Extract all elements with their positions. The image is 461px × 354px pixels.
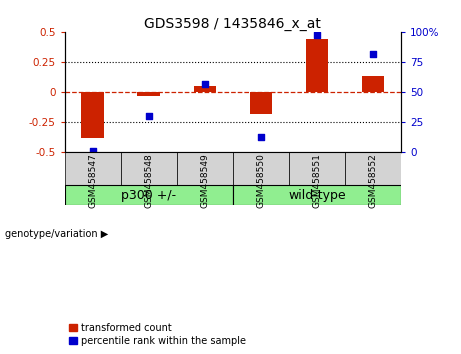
Point xyxy=(145,113,152,119)
Text: GSM458548: GSM458548 xyxy=(144,153,153,208)
Bar xyxy=(65,185,233,205)
Point xyxy=(313,33,321,38)
Text: GSM458552: GSM458552 xyxy=(368,153,378,208)
Bar xyxy=(82,92,104,138)
Bar xyxy=(177,152,233,185)
Bar xyxy=(306,39,328,92)
Title: GDS3598 / 1435846_x_at: GDS3598 / 1435846_x_at xyxy=(144,17,321,31)
Point xyxy=(201,81,208,86)
Bar xyxy=(233,152,289,185)
Point xyxy=(89,148,96,154)
Bar xyxy=(362,76,384,92)
Bar xyxy=(194,86,216,92)
Bar xyxy=(121,152,177,185)
Text: GSM458550: GSM458550 xyxy=(256,153,266,208)
Bar xyxy=(233,185,401,205)
Text: GSM458551: GSM458551 xyxy=(313,153,321,208)
Text: GSM458547: GSM458547 xyxy=(88,153,97,208)
Text: p300 +/-: p300 +/- xyxy=(121,189,176,202)
Legend: transformed count, percentile rank within the sample: transformed count, percentile rank withi… xyxy=(70,323,246,346)
Text: GSM458549: GSM458549 xyxy=(200,153,209,208)
Bar xyxy=(137,92,160,96)
Bar xyxy=(289,152,345,185)
Point xyxy=(257,134,265,139)
Text: genotype/variation ▶: genotype/variation ▶ xyxy=(5,229,108,239)
Bar xyxy=(65,152,121,185)
Point xyxy=(369,51,377,56)
Bar xyxy=(250,92,272,114)
Bar xyxy=(345,152,401,185)
Text: wild-type: wild-type xyxy=(288,189,346,202)
